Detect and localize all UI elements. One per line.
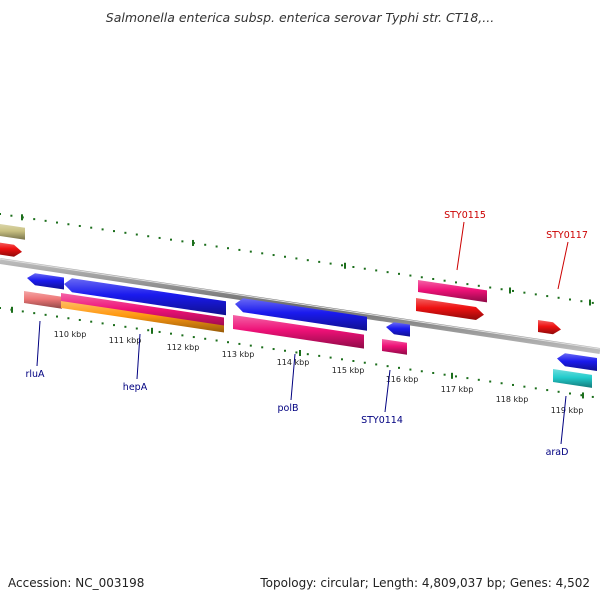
topology-text: Topology: circular; Length: 4,809,037 bp… [259, 576, 590, 590]
tick-label: 118 kbp [496, 395, 529, 404]
tick-label: 117 kbp [441, 385, 474, 394]
gene-feature[interactable] [61, 301, 224, 333]
leader-line [36, 320, 41, 367]
map-title: Salmonella enterica subsp. enterica sero… [106, 10, 494, 25]
gene-label-leaders [36, 221, 569, 445]
accession-text: Accession: NC_003198 [8, 576, 144, 590]
leader-line [456, 221, 465, 271]
tick-label: 116 kbp [386, 375, 419, 384]
gene-feature[interactable] [0, 242, 22, 257]
gene-labels: rluA hepA polB STY0114 araD STY0115 STY0117 [25, 210, 587, 458]
tick-label: 113 kbp [222, 350, 255, 359]
leader-line [290, 353, 296, 401]
leader-line [557, 241, 569, 290]
gene-feature[interactable] [557, 353, 597, 371]
gene-feature[interactable] [27, 273, 64, 290]
gene-feature[interactable] [553, 369, 592, 388]
tick-label: 112 kbp [167, 343, 200, 352]
gene-label-sty0117[interactable]: STY0117 [546, 230, 588, 241]
leader-line [384, 369, 391, 413]
gene-feature[interactable] [416, 298, 484, 320]
gene-label-arad[interactable]: araD [546, 447, 569, 458]
gene-feature[interactable] [24, 291, 62, 309]
gene-feature[interactable] [0, 224, 25, 240]
tick-label: 114 kbp [277, 358, 310, 367]
gene-feature[interactable] [418, 280, 487, 303]
leader-line [560, 395, 567, 445]
gene-label-rlua[interactable]: rluA [25, 369, 45, 380]
upper-track-ruler [0, 213, 594, 306]
gene-feature[interactable] [386, 322, 410, 337]
gene-feature[interactable] [64, 278, 226, 316]
tick-label: 115 kbp [332, 366, 365, 375]
tick-label: 111 kbp [109, 336, 142, 345]
position-scale: 110 kbp 111 kbp 112 kbp 113 kbp 114 kbp 115 k… [54, 330, 584, 415]
gene-label-hepa[interactable]: hepA [123, 382, 148, 393]
gene-feature[interactable] [538, 320, 561, 335]
gene-label-sty0115[interactable]: STY0115 [444, 210, 486, 221]
leader-line [136, 333, 141, 380]
tick-label: 119 kbp [551, 406, 584, 415]
chromosome-backbone [0, 258, 600, 354]
chromosome-backbone-highlight [0, 258, 600, 350]
gene-features [0, 224, 597, 388]
gene-feature[interactable] [235, 298, 367, 331]
tick-label: 110 kbp [54, 330, 87, 339]
lower-track-ruler [0, 306, 594, 399]
gene-feature[interactable] [233, 315, 364, 349]
gene-feature[interactable] [382, 339, 407, 355]
gene-label-polb[interactable]: polB [278, 403, 299, 414]
gene-label-sty0114[interactable]: STY0114 [361, 415, 403, 426]
